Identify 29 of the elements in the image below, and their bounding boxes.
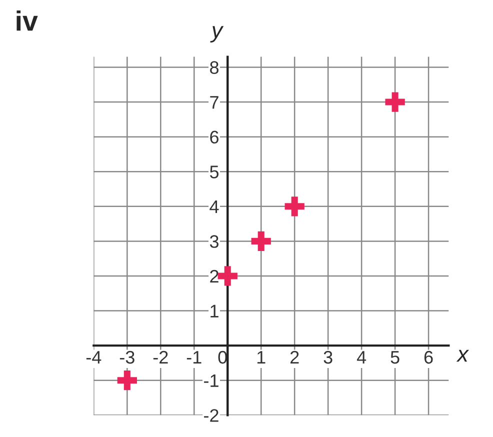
y-tick-label: 6 (210, 130, 218, 144)
y-axis-title: y (210, 26, 224, 42)
chart-title: iv (16, 10, 38, 31)
x-tick-label: -1 (186, 351, 202, 364)
y-tick-label: 4 (210, 200, 219, 213)
y-tick-label: -2 (204, 409, 218, 422)
x-tick-label: 6 (424, 350, 433, 364)
y-tick-label: 1 (210, 304, 218, 318)
y-tick-label: 7 (210, 96, 218, 109)
x-tick-label: 3 (324, 350, 332, 364)
y-tick-label: 5 (210, 166, 219, 178)
x-tick-label: 1 (257, 351, 266, 364)
y-tick-label: 8 (210, 61, 218, 74)
x-tick-label: 5 (390, 351, 400, 364)
point (385, 92, 405, 112)
point (218, 266, 238, 286)
x-tick-label: 4 (356, 351, 366, 364)
y-tick-label: 2 (210, 270, 218, 283)
point (251, 231, 271, 252)
x-tick-label: 2 (290, 350, 299, 364)
x-tick-label: 0 (218, 350, 227, 364)
point (284, 196, 304, 216)
x-axis-title: x (456, 350, 470, 362)
x-tick-label: -4 (86, 351, 102, 364)
point (117, 370, 137, 390)
x-tick-label: -2 (153, 350, 168, 364)
y-tick-label: -1 (204, 374, 218, 387)
y-tick-label: 3 (210, 235, 218, 248)
x-tick-label: -3 (120, 350, 134, 364)
